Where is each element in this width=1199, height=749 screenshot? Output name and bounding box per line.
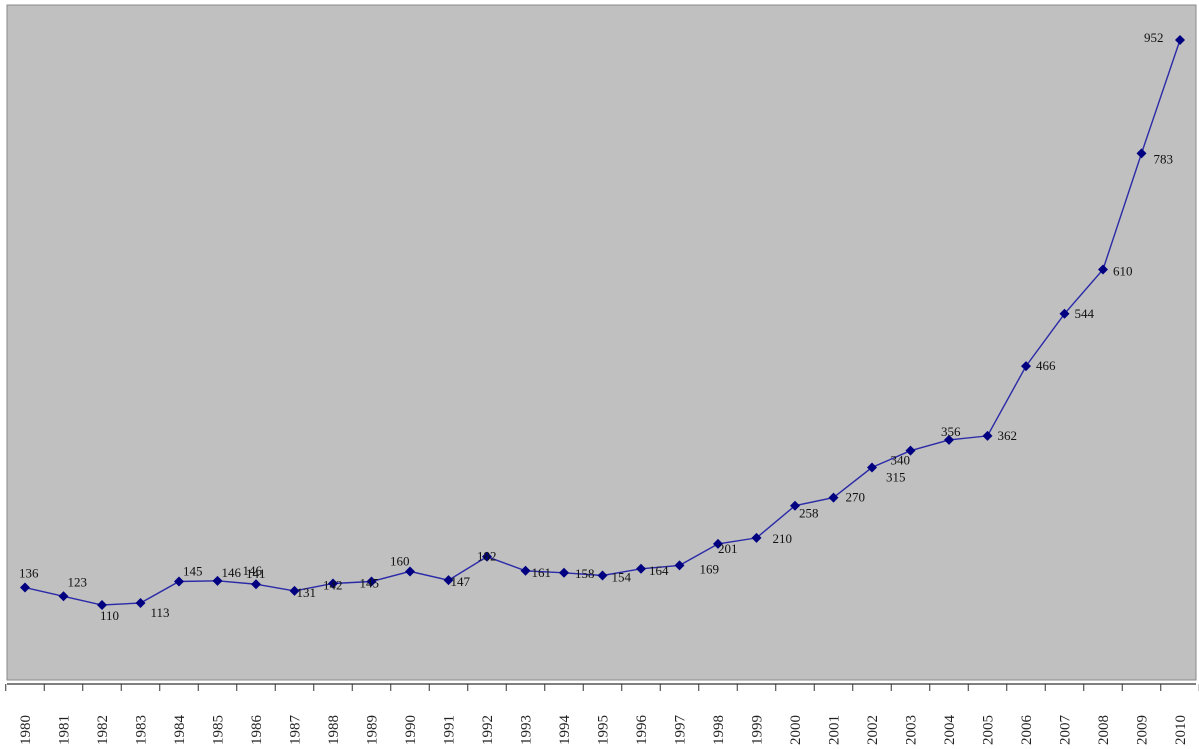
x-tick-label: 1984 [172, 715, 188, 746]
x-tick-label: 1985 [211, 715, 227, 745]
data-point-marker [20, 582, 30, 593]
plot-area [6, 4, 1197, 681]
data-point-marker [366, 576, 377, 587]
data-point-marker [982, 430, 993, 441]
x-tick-label: 2000 [788, 715, 804, 745]
data-label: 142 [323, 578, 343, 593]
data-point-marker [482, 551, 492, 562]
data-label: 315 [886, 469, 906, 484]
data-label: 123 [68, 574, 88, 589]
x-tick-label: 2009 [1135, 715, 1151, 745]
data-label: 161 [532, 565, 552, 580]
x-tick-label: 2008 [1096, 715, 1112, 745]
x-tick-label: 1997 [673, 715, 689, 746]
data-label: 146 [222, 565, 242, 580]
data-point-marker [212, 575, 223, 586]
x-tick-label: 1982 [95, 715, 111, 745]
data-label: 258 [799, 506, 819, 521]
data-point-marker [751, 532, 762, 543]
x-tick-label: 1998 [711, 715, 727, 745]
data-label: 466 [1036, 358, 1056, 373]
data-label: 210 [773, 531, 793, 546]
x-tick-label: 2005 [981, 715, 997, 745]
x-tick-label: 2001 [827, 715, 843, 745]
data-point-marker [289, 585, 300, 596]
data-label: 113 [151, 605, 170, 620]
data-point-marker [636, 563, 646, 574]
x-tick-label: 1996 [634, 715, 650, 746]
x-tick-label: 2010 [1173, 715, 1189, 745]
x-tick-label: 1993 [519, 715, 535, 745]
data-point-marker [97, 600, 107, 610]
x-tick-label: 2003 [904, 715, 920, 745]
data-point-marker [867, 462, 877, 473]
data-point-marker [1136, 148, 1147, 159]
data-label: 182 [477, 549, 497, 564]
data-point-marker [597, 570, 608, 581]
data-label: 131 [297, 585, 317, 600]
x-tick-label: 1988 [326, 715, 342, 745]
x-tick-label: 1987 [288, 715, 304, 746]
x-tick-label: 1990 [403, 715, 419, 745]
data-point-marker [905, 445, 916, 456]
data-point-marker [674, 560, 685, 571]
data-label: 145 [360, 576, 380, 591]
data-point-marker [443, 575, 454, 586]
data-point-marker [1098, 264, 1108, 275]
data-point-marker [520, 565, 531, 576]
data-markers [20, 35, 1185, 610]
data-label: 362 [998, 428, 1018, 443]
x-tick-label: 1994 [557, 715, 573, 746]
x-tick-label: 1989 [365, 715, 381, 745]
data-point-marker [1175, 35, 1185, 45]
data-point-marker [944, 434, 954, 445]
data-label: 110 [100, 608, 119, 623]
x-tick-label: 2002 [865, 715, 881, 745]
data-label: 141 [246, 566, 266, 581]
data-label: 544 [1075, 306, 1095, 321]
x-tick-label: 2007 [1058, 715, 1074, 746]
x-tick-label: 1986 [249, 715, 265, 746]
x-tick-label: 1991 [442, 715, 458, 745]
data-point-marker [713, 538, 723, 549]
x-tick-label: 1995 [596, 715, 612, 745]
data-point-marker [1059, 308, 1070, 319]
data-label: 146 [243, 563, 263, 578]
data-label: 160 [390, 553, 410, 568]
data-point-marker [559, 567, 569, 578]
data-label: 154 [612, 570, 632, 585]
data-label: 952 [1144, 30, 1164, 45]
data-point-marker [174, 576, 184, 587]
data-label: 270 [846, 490, 866, 505]
data-label: 201 [718, 541, 738, 556]
data-point-marker [405, 566, 415, 577]
data-point-marker [790, 500, 800, 511]
data-label: 145 [183, 564, 203, 579]
data-label: 783 [1154, 151, 1174, 166]
x-tick-label: 2006 [1019, 715, 1035, 746]
data-point-marker [828, 492, 839, 503]
data-label: 136 [19, 566, 39, 581]
data-point-marker [328, 578, 338, 589]
x-tick-label: 1983 [134, 715, 150, 745]
x-tick-label: 1992 [480, 715, 496, 745]
data-label: 147 [451, 574, 471, 589]
data-point-marker [251, 579, 261, 590]
data-label: 164 [649, 563, 669, 578]
data-point-marker [135, 597, 146, 608]
data-point-marker [1021, 361, 1031, 372]
x-axis: 1980 1981 1982 1983 1984 1985 1986 1987 1988 1989… [5, 683, 1199, 746]
data-label: 340 [891, 453, 911, 468]
data-label: 356 [941, 424, 961, 439]
data-label: 158 [575, 566, 595, 581]
data-label: 610 [1113, 264, 1133, 279]
data-label: 169 [700, 561, 720, 576]
x-tick-label: 1980 [18, 715, 34, 745]
x-tick-label: 1999 [750, 715, 766, 745]
data-point-marker [58, 591, 69, 602]
x-tick-label: 2004 [942, 715, 958, 746]
x-tick-label: 1981 [57, 715, 73, 745]
